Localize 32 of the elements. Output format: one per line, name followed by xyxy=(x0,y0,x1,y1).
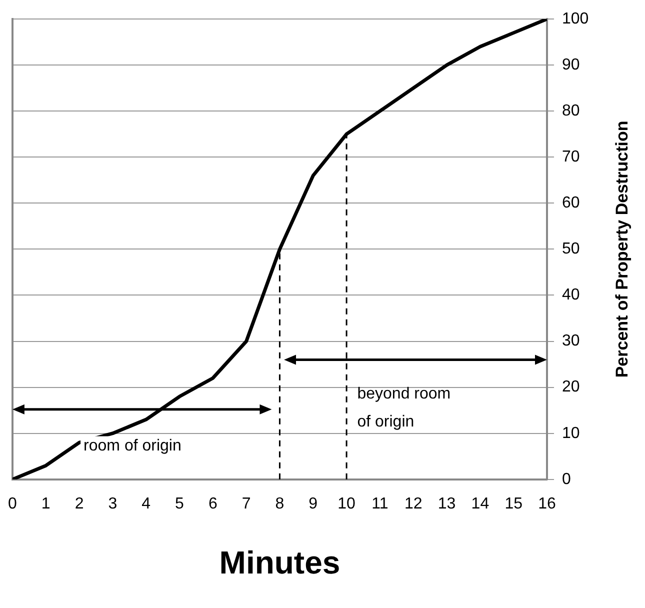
y-tick-label: 10 xyxy=(562,424,580,442)
x-tick-label: 11 xyxy=(372,495,388,512)
y-tick-label: 60 xyxy=(562,194,580,212)
annotation: room of origin xyxy=(84,438,182,455)
x-axis-title: Minutes xyxy=(219,544,340,581)
x-tick-label: 14 xyxy=(471,495,490,512)
y-tick-label: 0 xyxy=(562,470,571,488)
x-tick-label: 0 xyxy=(8,495,17,512)
x-tick-label: 3 xyxy=(108,495,118,512)
x-tick-label: 1 xyxy=(41,495,50,512)
y-tick-label: 70 xyxy=(562,148,580,166)
x-tick-label: 5 xyxy=(175,495,184,512)
y-tick-label: 40 xyxy=(562,286,580,304)
y-tick-label: 30 xyxy=(562,332,580,350)
x-tick-label: 12 xyxy=(404,495,422,512)
x-tick-label: 16 xyxy=(538,495,556,512)
x-tick-label: 7 xyxy=(242,495,251,512)
x-tick-label: 13 xyxy=(438,495,456,512)
x-tick-label: 4 xyxy=(142,495,151,512)
x-tick-label: 9 xyxy=(308,495,318,512)
x-tick-label: 2 xyxy=(74,495,84,512)
x-tick-label: 6 xyxy=(208,495,218,512)
y-tick-label: 20 xyxy=(562,378,580,396)
x-tick-label: 8 xyxy=(275,495,284,512)
annotation: beyond room of origin xyxy=(357,386,451,431)
x-tick-label: 10 xyxy=(338,495,356,512)
y-tick-label: 50 xyxy=(562,240,580,258)
y-tick-label: 90 xyxy=(562,56,580,74)
y-tick-label: 80 xyxy=(562,102,580,120)
y-axis-title: Percent of Property Destruction xyxy=(612,120,632,378)
x-tick-label: 15 xyxy=(504,495,523,512)
y-tick-label: 100 xyxy=(562,10,589,28)
